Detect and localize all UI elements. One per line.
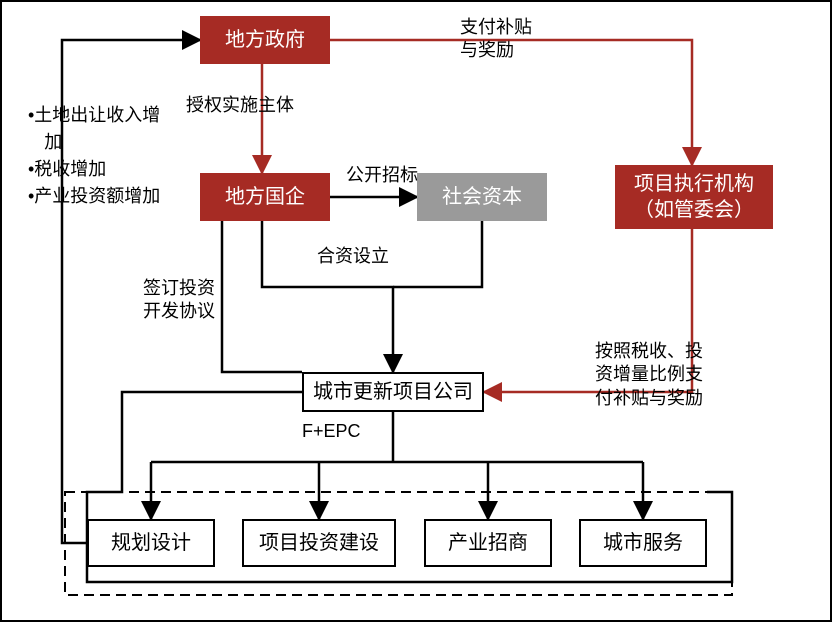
label-pay_by_ratio: 按照税收、投 资增量比例支 付补贴与奖励 bbox=[595, 340, 703, 410]
revenue-bullets: •土地出让收入增加•税收增加•产业投资额增加 bbox=[28, 102, 178, 210]
node-plan: 规划设计 bbox=[87, 519, 215, 567]
bullet-item: •土地出让收入增加 bbox=[28, 102, 178, 156]
bullet-item: •税收增加 bbox=[28, 156, 178, 183]
node-project_co: 城市更新项目公司 bbox=[302, 372, 484, 412]
bullet-item: •产业投资额增加 bbox=[28, 183, 178, 210]
edge bbox=[222, 221, 302, 372]
node-service: 城市服务 bbox=[579, 519, 707, 567]
label-invest_agree: 签订投资 开发协议 bbox=[143, 277, 215, 324]
node-social_cap: 社会资本 bbox=[417, 173, 547, 221]
label-subsidy: 支付补贴 与奖励 bbox=[460, 16, 532, 63]
label-fepc: F+EPC bbox=[302, 420, 361, 443]
node-recruit: 产业招商 bbox=[424, 519, 552, 567]
label-jv: 合资设立 bbox=[317, 245, 389, 268]
label-tender: 公开招标 bbox=[346, 164, 418, 187]
edge bbox=[262, 221, 393, 372]
node-build: 项目投资建设 bbox=[242, 519, 396, 567]
node-local_gov: 地方政府 bbox=[200, 16, 330, 64]
node-exec_agency: 项目执行机构 （如管委会） bbox=[615, 165, 773, 229]
node-local_soe: 地方国企 bbox=[200, 173, 330, 221]
label-authorize: 授权实施主体 bbox=[186, 94, 294, 117]
edge bbox=[393, 221, 482, 287]
